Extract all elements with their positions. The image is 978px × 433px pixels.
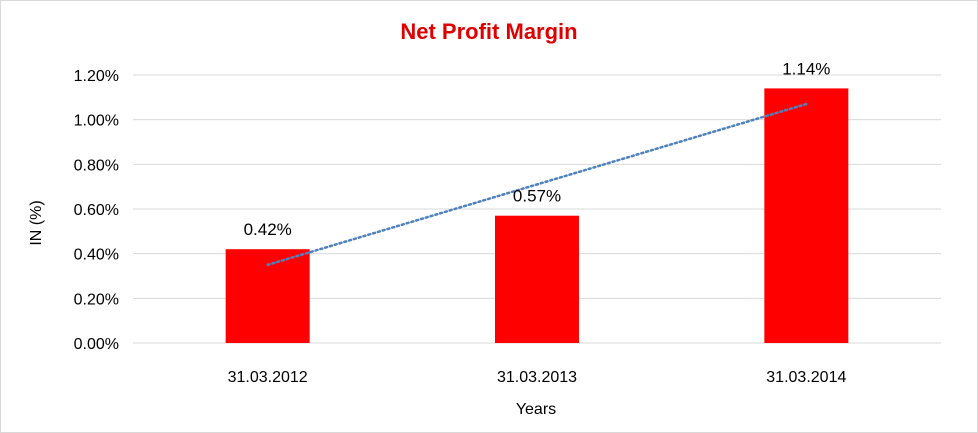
y-axis-title: IN (%) — [28, 200, 45, 245]
y-tick-label: 0.60% — [74, 202, 119, 219]
y-tick-label: 0.80% — [74, 157, 119, 174]
data-label: 0.57% — [513, 187, 561, 206]
x-tick-label: 31.03.2013 — [497, 369, 577, 386]
y-tick-label: 1.20% — [74, 68, 119, 85]
x-tick-label: 31.03.2012 — [228, 369, 308, 386]
data-label: 1.14% — [782, 59, 830, 78]
data-label: 0.42% — [244, 220, 292, 239]
bars — [225, 88, 849, 344]
data-labels: 0.42% 0.57% 1.14% — [244, 59, 831, 239]
trendline-layer — [266, 102, 808, 267]
y-axis-tick-labels: 0.00% 0.20% 0.40% 0.60% 0.80% 1.00% 1.20% — [74, 68, 119, 353]
x-axis-title: Years — [516, 401, 556, 418]
trendline — [266, 102, 808, 267]
y-tick-label: 0.00% — [74, 336, 119, 353]
bar — [764, 88, 849, 344]
bar — [225, 249, 310, 343]
x-tick-label: 31.03.2014 — [766, 369, 846, 386]
x-axis-tick-labels: 31.03.2012 31.03.2013 31.03.2014 — [228, 369, 847, 386]
bar — [495, 215, 579, 343]
y-tick-label: 1.00% — [74, 113, 119, 130]
y-tick-label: 0.40% — [74, 247, 119, 264]
y-tick-label: 0.20% — [74, 291, 119, 308]
chart-title: Net Profit Margin — [400, 19, 577, 44]
